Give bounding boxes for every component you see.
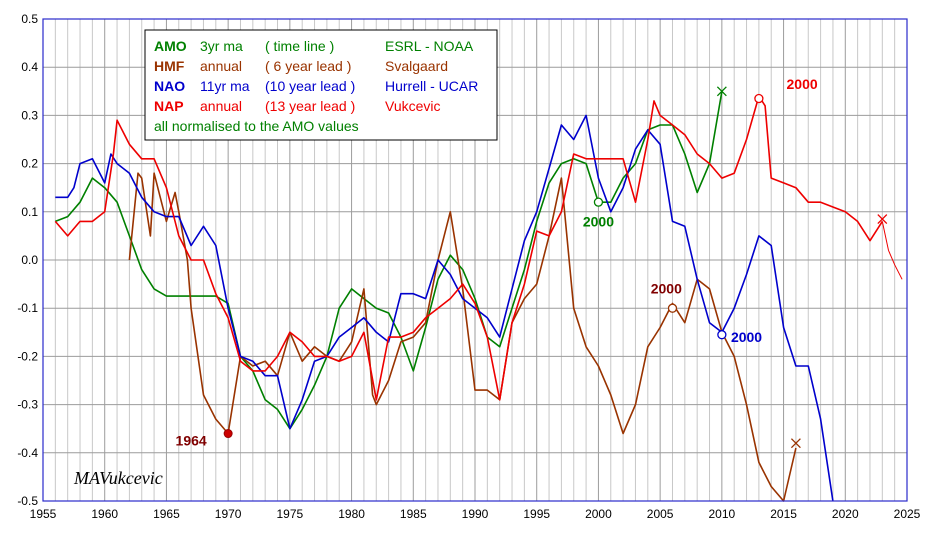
x-tick-label: 2025 [894, 507, 921, 521]
annotation-hmf-2000: 2000 [651, 281, 682, 297]
y-tick-label: 0.1 [21, 205, 38, 219]
marker-nao-circle [717, 330, 727, 340]
annotation-hmf-1964: 1964 [176, 433, 207, 449]
y-tick-label: 0.4 [21, 60, 38, 74]
legend-source-hmf: Svalgaard [385, 58, 448, 74]
legend-key-nap: NAP [154, 98, 184, 114]
legend-smoothing-nao: 11yr ma [200, 78, 250, 94]
marker-hmf-dot [223, 429, 233, 439]
y-tick-label: 0.5 [21, 12, 38, 26]
y-tick-label: -0.2 [17, 349, 38, 363]
legend-lead-amo: ( time line ) [265, 38, 334, 54]
legend-smoothing-hmf: annual [200, 58, 242, 74]
legend-smoothing-amo: 3yr ma [200, 38, 243, 54]
y-tick-label: 0.3 [21, 108, 38, 122]
series-line-nap [54, 95, 883, 401]
legend-smoothing-nap: annual [200, 98, 242, 114]
y-tick-label: -0.4 [17, 446, 38, 460]
marker-nap-cross [877, 214, 888, 224]
legend-note: all normalised to the AMO values [154, 118, 359, 134]
legend-key-nao: NAO [154, 78, 185, 94]
legend-key-hmf: HMF [154, 58, 185, 74]
marker-hmf-cross [790, 438, 801, 449]
series-markers [223, 86, 888, 449]
legend-source-nap: Vukcevic [385, 98, 441, 114]
plot-frame [42, 18, 908, 502]
x-tick-label: 1960 [91, 507, 118, 521]
legend-source-amo: ESRL - NOAA [385, 38, 474, 54]
series-line-nao [55, 114, 834, 502]
marker-hmf-circle [667, 303, 678, 313]
x-tick-label: 2015 [770, 507, 797, 521]
series-tail-nap [881, 221, 903, 280]
annotation-nao-2000: 2000 [731, 329, 762, 345]
legend: AMO 3yr ma ( time line ) ESRL - NOAA HMF annu… [144, 29, 498, 141]
legend-source-nao: Hurrell - UCAR [385, 78, 478, 94]
marker-nap-circle [754, 93, 764, 104]
x-tick-label: 2000 [585, 507, 612, 521]
legend-key-amo: AMO [154, 38, 187, 54]
y-tick-label: 0.2 [21, 157, 38, 171]
annotation-nap-2000: 2000 [787, 76, 818, 92]
plot-border [42, 18, 908, 502]
marker-amo-circle [593, 197, 604, 207]
signature: MAVukcevic [73, 468, 163, 488]
x-tick-label: 2020 [832, 507, 859, 521]
legend-lead-nap: (13 year lead ) [265, 98, 355, 114]
x-tick-label: 1990 [462, 507, 489, 521]
series-line-amo [55, 91, 723, 430]
x-tick-label: 1955 [30, 507, 57, 521]
y-tick-label: 0.0 [21, 253, 38, 267]
x-tick-label: 1975 [277, 507, 304, 521]
annotation-amo-2000: 2000 [583, 213, 614, 229]
x-tick-label: 1980 [338, 507, 365, 521]
x-tick-label: 2010 [709, 507, 736, 521]
y-tick-label: -0.5 [17, 494, 38, 508]
x-tick-label: 2005 [647, 507, 674, 521]
x-tick-label: 1965 [153, 507, 180, 521]
x-tick-label: 1995 [523, 507, 550, 521]
x-tick-label: 1970 [215, 507, 242, 521]
y-tick-label: -0.1 [17, 301, 38, 315]
x-tick-label: 1985 [400, 507, 427, 521]
y-tick-label: -0.3 [17, 398, 38, 412]
annotations: 2000 2000 2000 2000 1964 [176, 76, 818, 449]
legend-lead-nao: (10 year lead ) [265, 78, 355, 94]
legend-box [144, 29, 498, 141]
legend-lead-hmf: ( 6 year lead ) [265, 58, 351, 74]
marker-amo-cross [716, 86, 727, 97]
tick-labels: 0.50.40.30.20.10.0-0.1-0.2-0.3-0.4-0.519… [17, 12, 920, 521]
